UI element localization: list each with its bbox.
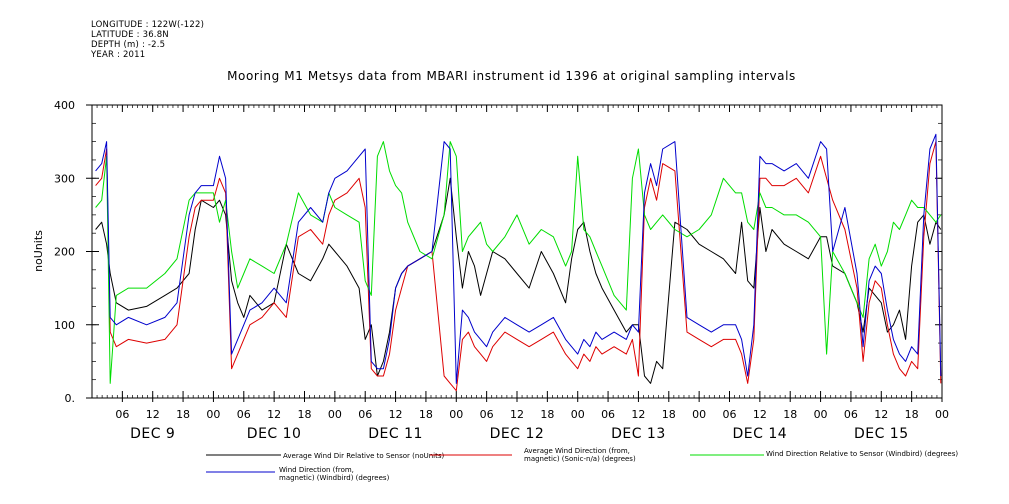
x-tick-label: 12 xyxy=(753,408,767,421)
x-tick-label: 06 xyxy=(115,408,129,421)
x-tick-label: 18 xyxy=(783,408,797,421)
y-tick-label: 0. xyxy=(65,392,76,405)
x-tick-label: 00 xyxy=(692,408,706,421)
x-tick-label: 18 xyxy=(298,408,312,421)
x-tick-label: 12 xyxy=(510,408,524,421)
legend-label-1: Average Wind Dir Relative to Sensor (noU… xyxy=(283,452,444,460)
y-tick-label: 300 xyxy=(54,172,75,185)
day-label: DEC 9 xyxy=(130,426,175,442)
depth-label: DEPTH (m) : -2.5 xyxy=(91,40,166,50)
legend-label-3: Wind Direction Relative to Sensor (Windb… xyxy=(766,450,958,458)
x-tick-label: 00 xyxy=(206,408,220,421)
legend-label-4: Wind Direction (from, xyxy=(279,466,354,474)
x-tick-label: 18 xyxy=(419,408,433,421)
series-line-3 xyxy=(95,141,942,384)
x-tick-label: 12 xyxy=(146,408,160,421)
x-tick-label: 06 xyxy=(237,408,251,421)
x-tick-label: 00 xyxy=(935,408,949,421)
metadata-block: LONGITUDE : 122W(-122) LATITUDE : 36.8N … xyxy=(91,20,204,60)
x-tick-label: 12 xyxy=(389,408,403,421)
longitude-label: LONGITUDE : 122W(-122) xyxy=(91,20,205,30)
latitude-label: LATITUDE : 36.8N xyxy=(91,30,169,40)
chart-title: Mooring M1 Metsys data from MBARI instru… xyxy=(227,69,796,83)
series-line-4 xyxy=(95,133,942,384)
x-tick-label: 12 xyxy=(267,408,281,421)
legend-label-4: magnetic) (Windbird) (degrees) xyxy=(279,474,390,482)
x-tick-label: 06 xyxy=(601,408,615,421)
x-tick-label: 00 xyxy=(449,408,463,421)
day-label: DEC 13 xyxy=(611,426,666,442)
y-tick-label: 100 xyxy=(54,319,75,332)
x-tick-label: 18 xyxy=(905,408,919,421)
x-tick-label: 06 xyxy=(723,408,737,421)
x-tick-label: 00 xyxy=(328,408,342,421)
x-tick-label: 06 xyxy=(358,408,372,421)
y-tick-label: 200 xyxy=(54,246,75,259)
legend-label-2: magnetic) (Sonic-n/a) (degrees) xyxy=(524,455,636,463)
day-label: DEC 12 xyxy=(490,426,545,442)
x-tick-label: 00 xyxy=(571,408,585,421)
x-tick-label: 00 xyxy=(814,408,828,421)
day-label: DEC 10 xyxy=(247,426,302,442)
x-tick-label: 18 xyxy=(662,408,676,421)
x-tick-label: 12 xyxy=(874,408,888,421)
x-tick-label: 18 xyxy=(176,408,190,421)
legend-label-2: Average Wind Direction (from, xyxy=(524,447,630,455)
day-label: DEC 14 xyxy=(733,426,788,442)
y-axis-label: noUnits xyxy=(32,230,45,272)
series-line-1 xyxy=(95,177,942,384)
x-tick-label: 12 xyxy=(631,408,645,421)
x-tick-label: 18 xyxy=(540,408,554,421)
x-tick-label: 06 xyxy=(844,408,858,421)
x-tick-label: 06 xyxy=(480,408,494,421)
series-line-2 xyxy=(95,141,942,392)
day-label: DEC 15 xyxy=(854,426,909,442)
y-tick-label: 400 xyxy=(54,99,75,112)
day-label: DEC 11 xyxy=(368,426,423,442)
plot-frame xyxy=(91,104,943,399)
year-label: YEAR : 2011 xyxy=(91,50,146,60)
